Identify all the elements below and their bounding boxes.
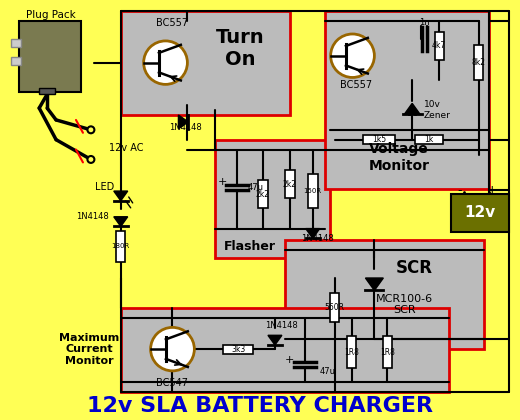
Text: 1k5: 1k5 <box>372 135 386 144</box>
Text: +: + <box>486 184 497 197</box>
Text: LED: LED <box>95 182 114 192</box>
Text: 3k3: 3k3 <box>231 345 245 354</box>
Text: Voltage
Monitor: Voltage Monitor <box>369 142 430 173</box>
Text: 180R: 180R <box>112 244 130 249</box>
Text: 1R8: 1R8 <box>380 348 395 357</box>
Text: 2k2: 2k2 <box>283 180 297 189</box>
Text: 1n: 1n <box>419 18 430 26</box>
Bar <box>116 231 125 262</box>
Bar <box>121 307 449 391</box>
Text: 1N4148: 1N4148 <box>76 212 109 221</box>
Bar <box>474 45 483 80</box>
Bar <box>285 241 484 349</box>
Text: MCR100-6
SCR: MCR100-6 SCR <box>375 294 433 315</box>
Bar <box>435 32 444 60</box>
Text: 47u: 47u <box>320 368 336 376</box>
Text: 12v SLA BATTERY CHARGER: 12v SLA BATTERY CHARGER <box>87 396 433 417</box>
Text: Turn
On: Turn On <box>216 28 264 69</box>
Polygon shape <box>366 278 383 291</box>
Text: -: - <box>458 184 462 197</box>
Polygon shape <box>114 217 128 226</box>
Polygon shape <box>306 228 320 238</box>
Bar <box>11 39 21 47</box>
Circle shape <box>144 41 187 84</box>
Bar <box>19 21 81 92</box>
Bar <box>39 88 55 94</box>
Text: 47u: 47u <box>248 183 264 192</box>
Text: 1N4148: 1N4148 <box>301 234 334 243</box>
Bar <box>215 140 330 258</box>
Bar <box>258 180 268 208</box>
Text: 1k: 1k <box>424 135 434 144</box>
Circle shape <box>87 126 95 133</box>
Text: 2k2: 2k2 <box>256 189 270 199</box>
Text: 4k7: 4k7 <box>432 41 446 50</box>
Text: BC557: BC557 <box>341 80 372 90</box>
Text: BC547: BC547 <box>157 378 188 388</box>
Circle shape <box>151 328 194 371</box>
Bar <box>383 336 392 368</box>
Text: Flasher: Flasher <box>224 240 276 253</box>
Bar <box>11 57 21 65</box>
Bar <box>330 293 339 323</box>
Text: Maximum
Current
Monitor: Maximum Current Monitor <box>59 333 119 366</box>
Bar <box>121 11 290 115</box>
Text: 12v AC: 12v AC <box>109 143 144 152</box>
Text: +: + <box>285 355 294 365</box>
Bar <box>324 11 489 189</box>
Polygon shape <box>404 103 420 114</box>
Text: 1R8: 1R8 <box>344 348 359 357</box>
Circle shape <box>87 156 95 163</box>
Text: +: + <box>217 177 227 187</box>
Bar <box>451 194 509 231</box>
Circle shape <box>331 34 374 77</box>
Text: 1N4148: 1N4148 <box>266 321 298 330</box>
Bar <box>363 135 395 144</box>
Bar <box>308 174 318 208</box>
Text: 1N4148: 1N4148 <box>169 123 202 132</box>
Text: 560R: 560R <box>324 303 345 312</box>
Polygon shape <box>178 115 188 129</box>
Text: BC557: BC557 <box>157 18 189 28</box>
Bar <box>415 135 443 144</box>
Polygon shape <box>114 191 128 201</box>
Text: 8k2: 8k2 <box>472 58 486 67</box>
Text: 150R: 150R <box>304 188 322 194</box>
Text: SCR: SCR <box>396 259 433 277</box>
Text: 10v
Zener: 10v Zener <box>424 100 451 120</box>
Bar <box>285 171 295 198</box>
Bar <box>223 345 253 354</box>
Bar <box>347 336 356 368</box>
Text: 12v: 12v <box>464 205 496 220</box>
Polygon shape <box>268 335 282 345</box>
Text: Plug Pack: Plug Pack <box>26 10 76 20</box>
